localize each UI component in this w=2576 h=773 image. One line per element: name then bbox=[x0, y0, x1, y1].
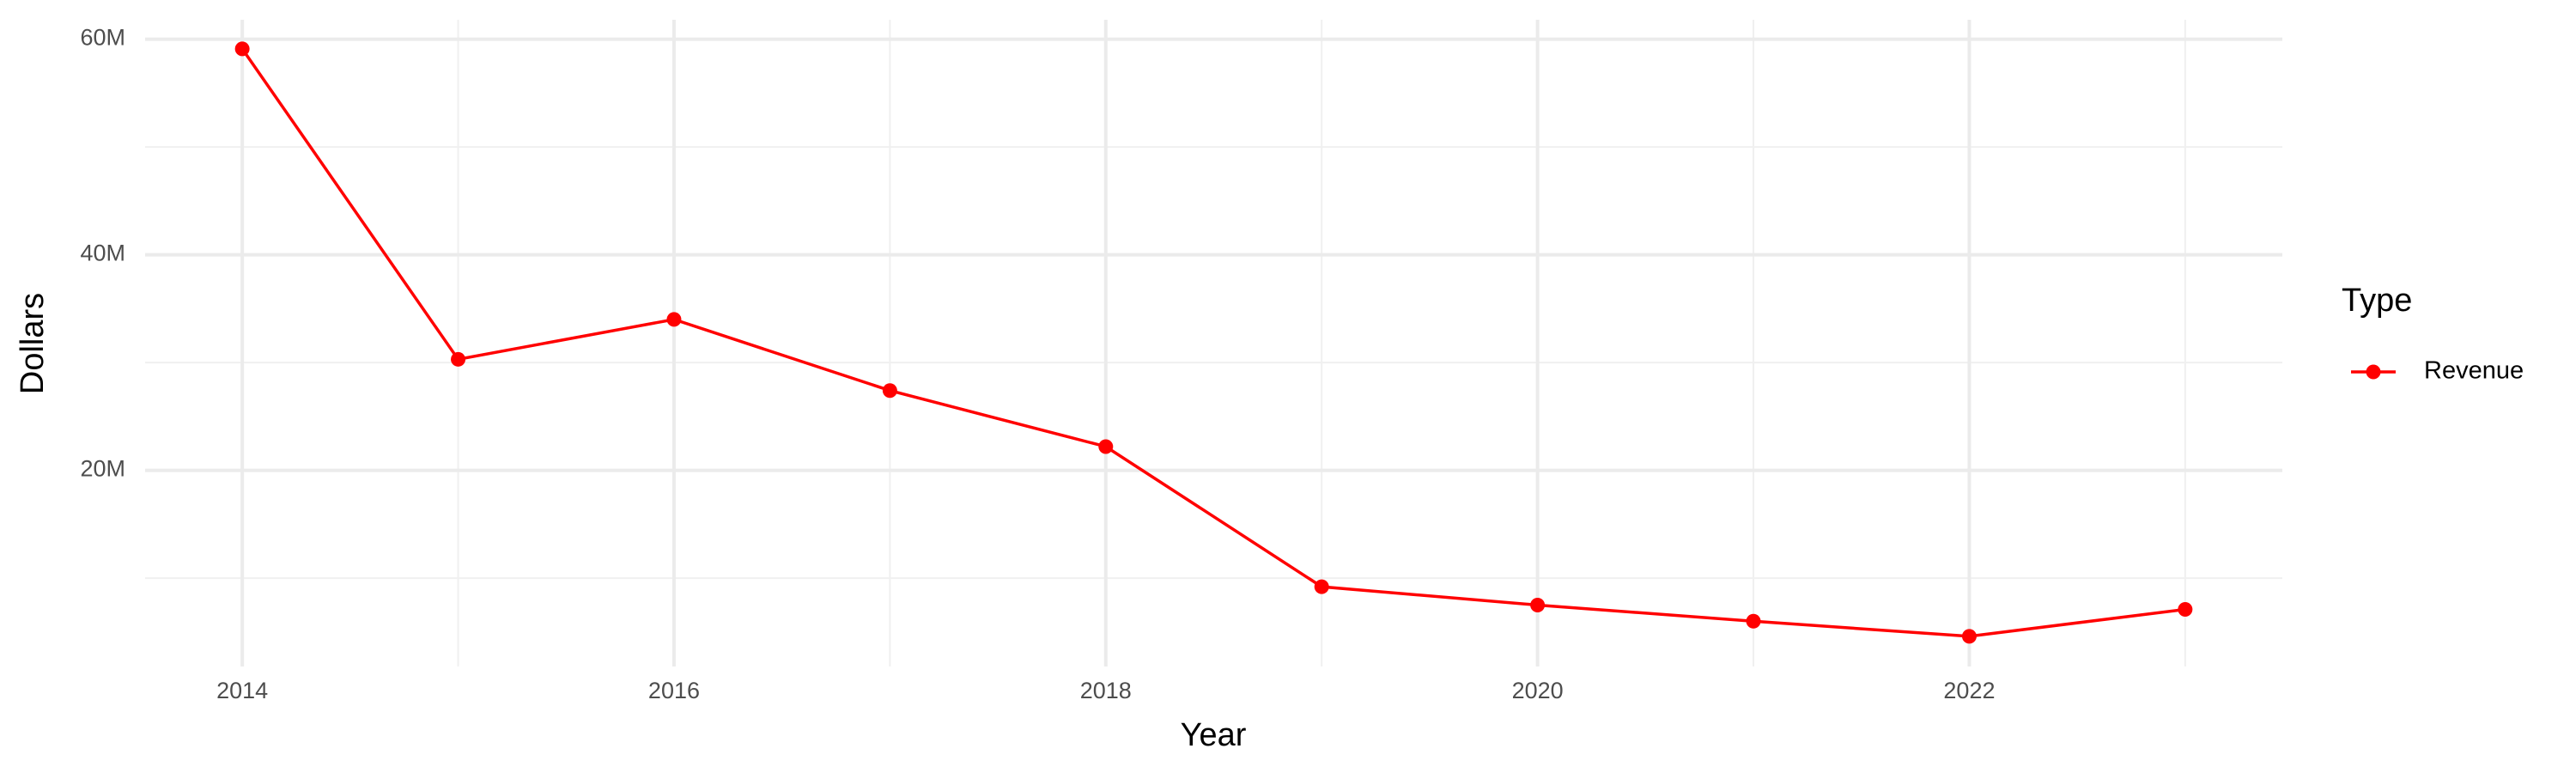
legend-label: Revenue bbox=[2424, 357, 2524, 385]
y-tick-label: 20M bbox=[80, 456, 125, 482]
data-point bbox=[1314, 579, 1329, 594]
x-tick-label: 2018 bbox=[1080, 678, 1132, 703]
x-tick-label: 2014 bbox=[216, 678, 268, 703]
x-tick-label: 2022 bbox=[1943, 678, 1995, 703]
x-tick-label: 2016 bbox=[648, 678, 700, 703]
data-point bbox=[1746, 613, 1761, 629]
data-point bbox=[1098, 439, 1114, 454]
data-point bbox=[1961, 629, 1977, 644]
data-line bbox=[240, 47, 2186, 638]
x-tick-label: 2020 bbox=[1512, 678, 1564, 703]
data-point bbox=[882, 383, 897, 399]
data-point bbox=[234, 41, 250, 57]
data-point bbox=[1530, 597, 1546, 612]
legend-key-point bbox=[2366, 364, 2381, 380]
x-axis-title: Year bbox=[1181, 717, 1247, 753]
data-point bbox=[451, 351, 466, 367]
y-tick-label: 60M bbox=[80, 25, 125, 51]
legend-title: Type bbox=[2342, 283, 2412, 319]
y-tick-label: 40M bbox=[80, 240, 125, 266]
data-point bbox=[666, 312, 682, 327]
y-axis-title: Dollars bbox=[15, 293, 51, 394]
data-point bbox=[2178, 601, 2193, 617]
